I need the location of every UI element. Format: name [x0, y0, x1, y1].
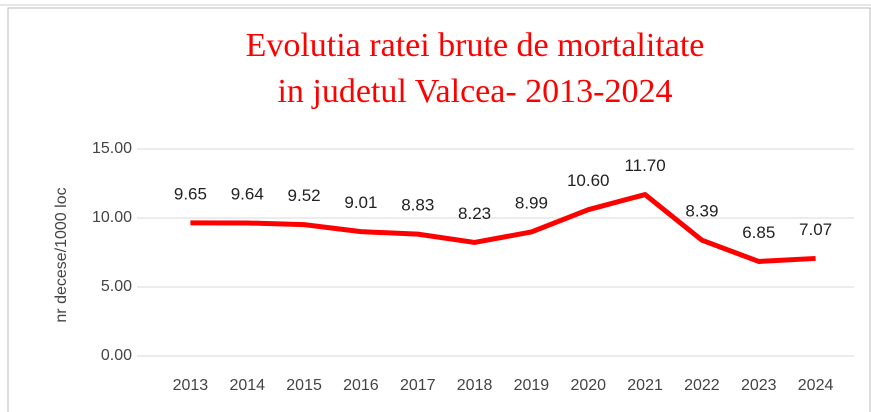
data-label: 9.52	[288, 186, 321, 205]
x-tick-label: 2017	[400, 377, 436, 394]
data-label: 8.39	[685, 202, 718, 221]
data-label: 8.99	[515, 193, 548, 212]
y-tick-label: 15.00	[92, 140, 132, 157]
data-label: 7.07	[799, 220, 832, 239]
chart-frame	[7, 7, 871, 412]
x-tick-label: 2023	[741, 377, 777, 394]
data-line	[190, 192, 816, 264]
y-tick-label: 0.00	[101, 347, 132, 364]
x-tick-label: 2016	[343, 377, 379, 394]
x-tick-label: 2024	[798, 377, 834, 394]
chart-title-line-1: Evolutia ratei brute de mortalitate	[246, 27, 705, 64]
data-label: 9.64	[231, 184, 264, 203]
data-label: 8.83	[401, 196, 434, 215]
y-tick-label: 10.00	[92, 209, 132, 226]
x-tick-label: 2013	[173, 377, 209, 394]
x-tick-label: 2014	[229, 377, 265, 394]
x-tick-label: 2019	[514, 377, 550, 394]
chart-title-line-2: in judetul Valcea- 2013-2024	[277, 73, 672, 110]
y-axis-label: nr decese/1000 loc	[53, 187, 70, 322]
data-label: 11.70	[624, 156, 665, 175]
data-label: 9.01	[344, 193, 377, 212]
data-label: 8.23	[458, 204, 491, 223]
x-tick-label: 2018	[457, 377, 493, 394]
x-tick-label: 2021	[627, 377, 663, 394]
x-tick-label: 2020	[570, 377, 606, 394]
data-label: 10.60	[567, 171, 610, 190]
x-tick-label: 2022	[684, 377, 720, 394]
x-tick-label: 2015	[286, 377, 322, 394]
data-label: 6.85	[742, 223, 775, 242]
data-label: 9.65	[174, 184, 207, 203]
y-tick-label: 5.00	[101, 278, 132, 295]
